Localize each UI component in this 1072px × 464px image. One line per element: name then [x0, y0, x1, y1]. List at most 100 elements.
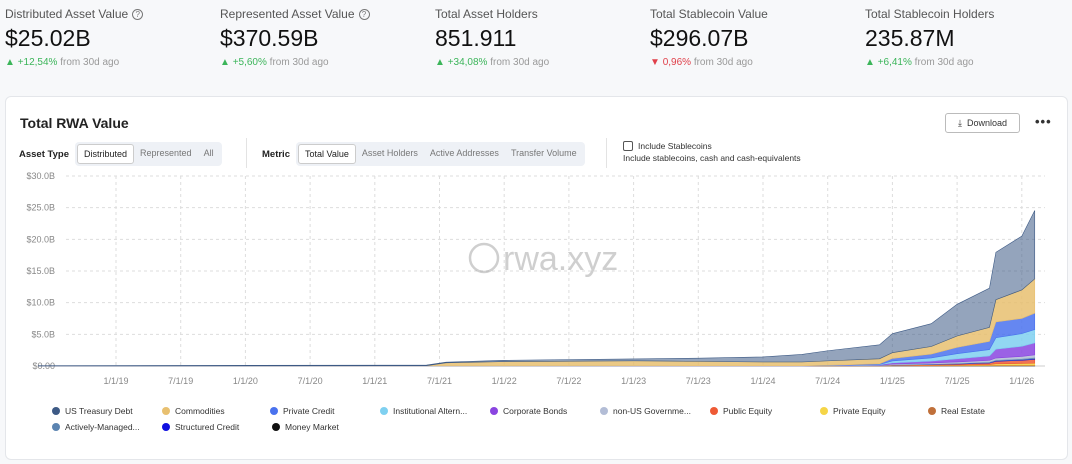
more-options-button[interactable]: •••: [1035, 114, 1052, 129]
legend-item[interactable]: Institutional Altern...: [380, 406, 490, 416]
option-transfer-volume[interactable]: Transfer Volume: [510, 148, 577, 158]
y-tick-label: $15.0B: [26, 266, 55, 276]
arrow-up-icon: ▲: [220, 57, 230, 68]
download-icon: ⤓: [957, 117, 962, 128]
option-all[interactable]: All: [203, 148, 214, 158]
y-tick-label: $10.0B: [26, 298, 55, 308]
stat-value: 851.911: [435, 25, 517, 51]
stat-change: ▼ 0,96% from 30d ago: [650, 57, 860, 68]
x-tick-label: 1/1/26: [1009, 376, 1034, 386]
legend-swatch: [710, 407, 718, 415]
include-stablecoins-checkbox[interactable]: [623, 141, 633, 151]
arrow-up-icon: ▲: [5, 57, 15, 68]
option-represented[interactable]: Represented: [140, 148, 192, 158]
asset-type-control: Asset Type Distributed Represented All: [19, 142, 222, 166]
legend-item[interactable]: Structured Credit: [162, 422, 272, 432]
stat-label: Total Asset Holders: [435, 7, 645, 21]
legend-swatch: [600, 407, 608, 415]
legend-item[interactable]: Private Credit: [270, 406, 380, 416]
legend-item[interactable]: Public Equity: [710, 406, 820, 416]
stat-value: $296.07B: [650, 25, 749, 51]
legend-item[interactable]: Corporate Bonds: [490, 406, 600, 416]
change-percent: +6,41%: [877, 57, 912, 68]
option-active-addresses[interactable]: Active Addresses: [429, 148, 499, 158]
legend-swatch: [52, 407, 60, 415]
legend-swatch: [380, 407, 388, 415]
stat-change: ▲ +6,41% from 30d ago: [865, 57, 1072, 68]
legend-swatch: [270, 407, 278, 415]
x-tick-label: 7/1/23: [686, 376, 711, 386]
stat-change: ▲ +5,60% from 30d ago: [220, 57, 430, 68]
option-total-value[interactable]: Total Value: [297, 144, 356, 164]
x-tick-label: 1/1/24: [750, 376, 775, 386]
help-icon[interactable]: ?: [358, 8, 370, 20]
legend-item[interactable]: Actively-Managed...: [52, 422, 162, 432]
legend-item[interactable]: Money Market: [272, 422, 382, 432]
rwa-value-chart: $0.00$5.0B$10.0B$15.0B$20.0B$25.0B$30.0B…: [26, 171, 1045, 386]
legend-swatch: [162, 423, 170, 431]
stat-label: Distributed Asset Value?: [5, 7, 215, 21]
x-tick-label: 1/1/25: [880, 376, 905, 386]
change-suffix: from 30d ago: [693, 57, 753, 68]
legend-swatch: [272, 423, 280, 431]
legend-label: Actively-Managed...: [65, 422, 140, 432]
legend-item[interactable]: US Treasury Debt: [52, 406, 162, 416]
stat-card: Total Asset Holders 851.911 ▲ +34,08% fr…: [435, 7, 645, 68]
download-label: Download: [966, 118, 1007, 128]
legend-item[interactable]: Real Estate: [928, 406, 1008, 416]
arrow-up-icon: ▲: [435, 57, 445, 68]
x-tick-label: 1/1/21: [362, 376, 387, 386]
change-percent: 0,96%: [662, 57, 692, 68]
stat-value: $370.59B: [220, 25, 319, 51]
x-tick-label: 7/1/24: [815, 376, 840, 386]
legend-label: Private Equity: [833, 406, 886, 416]
x-tick-label: 1/1/23: [621, 376, 646, 386]
download-button[interactable]: ⤓ Download: [945, 113, 1020, 133]
legend-swatch: [162, 407, 170, 415]
stat-label: Represented Asset Value?: [220, 7, 430, 21]
legend-swatch: [490, 407, 498, 415]
stat-change: ▲ +12,54% from 30d ago: [5, 57, 215, 68]
option-asset-holders[interactable]: Asset Holders: [361, 148, 418, 158]
stat-label-text: Distributed Asset Value: [5, 7, 129, 21]
legend-item[interactable]: non-US Governme...: [600, 406, 710, 416]
legend-label: Commodities: [175, 406, 225, 416]
legend-label: Real Estate: [941, 406, 985, 416]
help-icon[interactable]: ?: [132, 8, 144, 20]
x-tick-label: 7/1/25: [945, 376, 970, 386]
stat-card: Represented Asset Value? $370.59B ▲ +5,6…: [220, 7, 430, 68]
metric-control: Metric Total Value Asset Holders Active Ad…: [262, 142, 585, 166]
stat-label-text: Total Stablecoin Value: [650, 7, 768, 21]
include-stablecoins-label: Include Stablecoins: [638, 141, 712, 151]
legend-label: US Treasury Debt: [65, 406, 133, 416]
stat-label: Total Stablecoin Holders: [865, 7, 1072, 21]
stat-label: Total Stablecoin Value: [650, 7, 860, 21]
legend-label: Structured Credit: [175, 422, 240, 432]
area-us-treasury-debt: [38, 210, 1036, 367]
change-percent: +34,08%: [447, 57, 488, 68]
y-tick-label: $5.0B: [31, 329, 55, 339]
divider: [246, 138, 247, 168]
stat-value: $25.02B: [5, 25, 91, 51]
arrow-down-icon: ▼: [650, 57, 660, 68]
option-distributed[interactable]: Distributed: [76, 144, 135, 164]
x-tick-label: 1/1/19: [103, 376, 128, 386]
stat-value: 235.87M: [865, 25, 955, 51]
total-rwa-value-card: Total RWA Value ⤓ Download ••• Asset Typ…: [5, 96, 1068, 460]
legend-label: Private Credit: [283, 406, 335, 416]
metric-segmented: Total Value Asset Holders Active Addresses…: [295, 142, 585, 166]
y-tick-label: $30.0B: [26, 171, 55, 181]
legend-item[interactable]: Private Equity: [820, 406, 928, 416]
asset-type-label: Asset Type: [19, 148, 69, 160]
x-tick-label: 7/1/20: [298, 376, 323, 386]
legend-swatch: [820, 407, 828, 415]
stat-label-text: Total Asset Holders: [435, 7, 538, 21]
stat-change: ▲ +34,08% from 30d ago: [435, 57, 645, 68]
chart-legend: US Treasury Debt Commodities Private Credi…: [52, 406, 1012, 432]
y-tick-label: $20.0B: [26, 234, 55, 244]
legend-item[interactable]: Commodities: [162, 406, 270, 416]
change-suffix: from 30d ago: [914, 57, 974, 68]
include-stablecoins: Include Stablecoins Include stablecoins,…: [623, 141, 801, 163]
divider: [606, 138, 607, 168]
change-suffix: from 30d ago: [490, 57, 550, 68]
